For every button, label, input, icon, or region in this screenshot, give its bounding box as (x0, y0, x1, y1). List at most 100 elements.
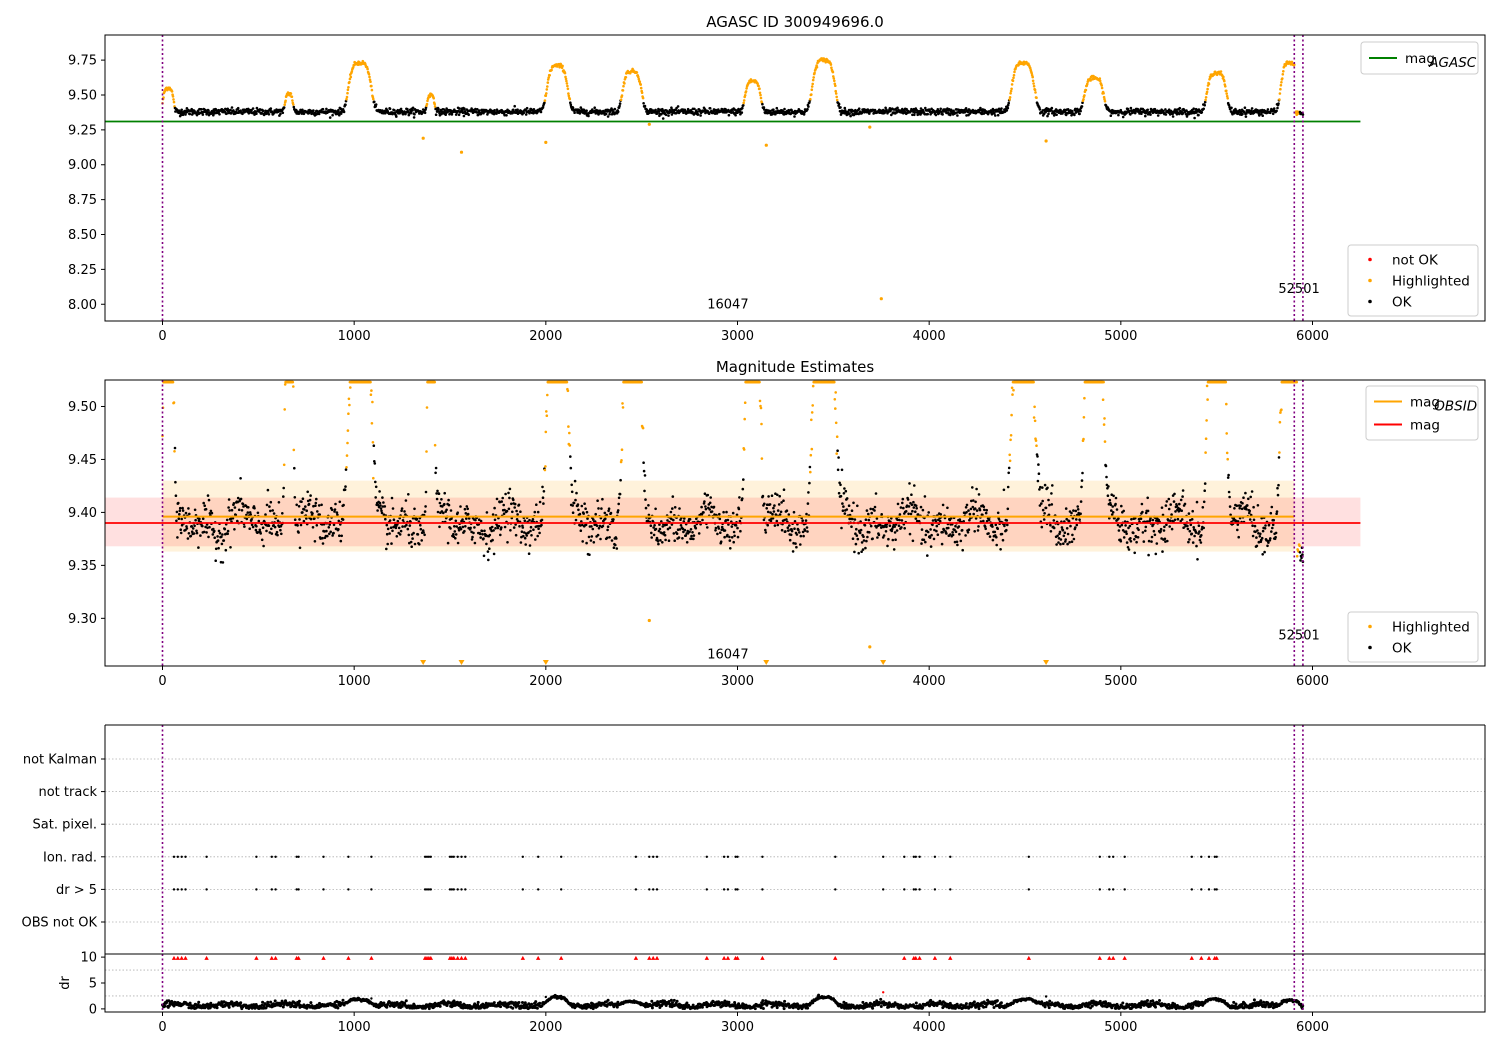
ok-point (1190, 532, 1194, 536)
ok-point (682, 520, 686, 523)
ok-point (280, 532, 283, 536)
ok-point (1070, 511, 1073, 515)
ok-point (207, 109, 210, 112)
ok-point (1252, 505, 1255, 509)
ok-point (512, 526, 516, 529)
highlighted-point (811, 82, 814, 86)
ok-point (939, 107, 942, 111)
ok-point (776, 493, 779, 497)
ok-point (733, 534, 736, 538)
ok-point (785, 509, 789, 512)
ok-point (929, 528, 932, 531)
ok-point (1040, 502, 1043, 505)
ok-point (339, 112, 343, 115)
ok-point (1180, 518, 1184, 521)
ok-point (1045, 109, 1049, 113)
highlighted-point (760, 422, 763, 426)
ok-point (595, 524, 599, 528)
ok-point (1236, 528, 1239, 532)
highlighted-point (1012, 73, 1016, 77)
ok-point (230, 106, 234, 109)
highlighted-point (743, 401, 747, 405)
flag-point (176, 888, 179, 891)
highlighted-point (361, 59, 365, 63)
ok-point (271, 509, 275, 512)
highlighted-point (811, 384, 815, 388)
ok-point (606, 528, 609, 532)
highlighted-point (1293, 63, 1296, 66)
ok-point (732, 530, 736, 534)
ok-point (646, 519, 650, 523)
highlighted-point (1011, 79, 1015, 83)
ok-point (272, 524, 276, 527)
ok-point (921, 108, 925, 112)
ok-point (479, 536, 483, 539)
ok-point (836, 449, 839, 453)
ok-point (1003, 524, 1006, 528)
ok-point (1047, 112, 1050, 116)
ok-point (379, 507, 383, 510)
highlighted-point (834, 84, 837, 87)
highlighted-point (834, 407, 837, 410)
ok-point (919, 107, 923, 110)
ok-point (837, 102, 841, 106)
ok-point (516, 513, 519, 516)
ok-point (199, 534, 202, 537)
ok-point (470, 538, 474, 541)
ok-point (500, 500, 504, 503)
ok-point (873, 509, 876, 512)
highlighted-point (1011, 393, 1014, 396)
ok-point (1253, 524, 1257, 528)
flag-point (180, 855, 183, 858)
y-tick-label: 9.25 (68, 123, 97, 138)
x-tick-label: 3000 (721, 674, 754, 689)
ok-point (374, 485, 378, 489)
ok-point (956, 543, 959, 547)
ok-point (737, 507, 741, 511)
ok-point (1106, 494, 1110, 498)
ok-point (1243, 106, 1247, 109)
flag-point (918, 888, 921, 891)
ok-point (389, 526, 393, 529)
ok-point (321, 107, 325, 111)
highlighted-point (1281, 77, 1284, 80)
x-tick-label: 1000 (338, 329, 371, 344)
flag-point (761, 888, 764, 891)
ok-point (1245, 507, 1248, 511)
flag-point (903, 855, 906, 858)
highlighted-point (833, 79, 836, 83)
ok-point (895, 529, 899, 532)
ok-point (904, 510, 908, 513)
highlighted-point (760, 457, 764, 460)
ok-point (1006, 523, 1009, 527)
ok-point (840, 468, 844, 472)
ok-point (344, 103, 347, 107)
ok-point (696, 113, 700, 116)
ok-point (198, 517, 201, 521)
flag-point (933, 855, 937, 858)
highlighted-point (835, 435, 839, 439)
ok-point (1198, 530, 1201, 533)
ok-point (195, 113, 199, 117)
flag-point (705, 888, 708, 891)
ok-point (928, 536, 932, 539)
ok-point (318, 513, 322, 516)
highlighted-point (639, 86, 643, 90)
flag-point (172, 855, 176, 858)
below-range-marker (458, 660, 465, 665)
ok-point (1169, 503, 1172, 506)
ok-point (703, 492, 707, 496)
ok-point (939, 513, 942, 516)
ok-point (415, 517, 419, 521)
flag-point (1108, 888, 1111, 891)
ok-point (988, 535, 992, 538)
ok-point (405, 523, 408, 527)
ok-point (887, 537, 890, 541)
ok-point (1047, 498, 1050, 502)
ok-point (884, 106, 887, 110)
ok-point (418, 543, 421, 546)
ok-point (395, 535, 399, 538)
highlighted-point (170, 90, 174, 93)
ok-point (791, 550, 795, 553)
ok-point (996, 527, 999, 530)
